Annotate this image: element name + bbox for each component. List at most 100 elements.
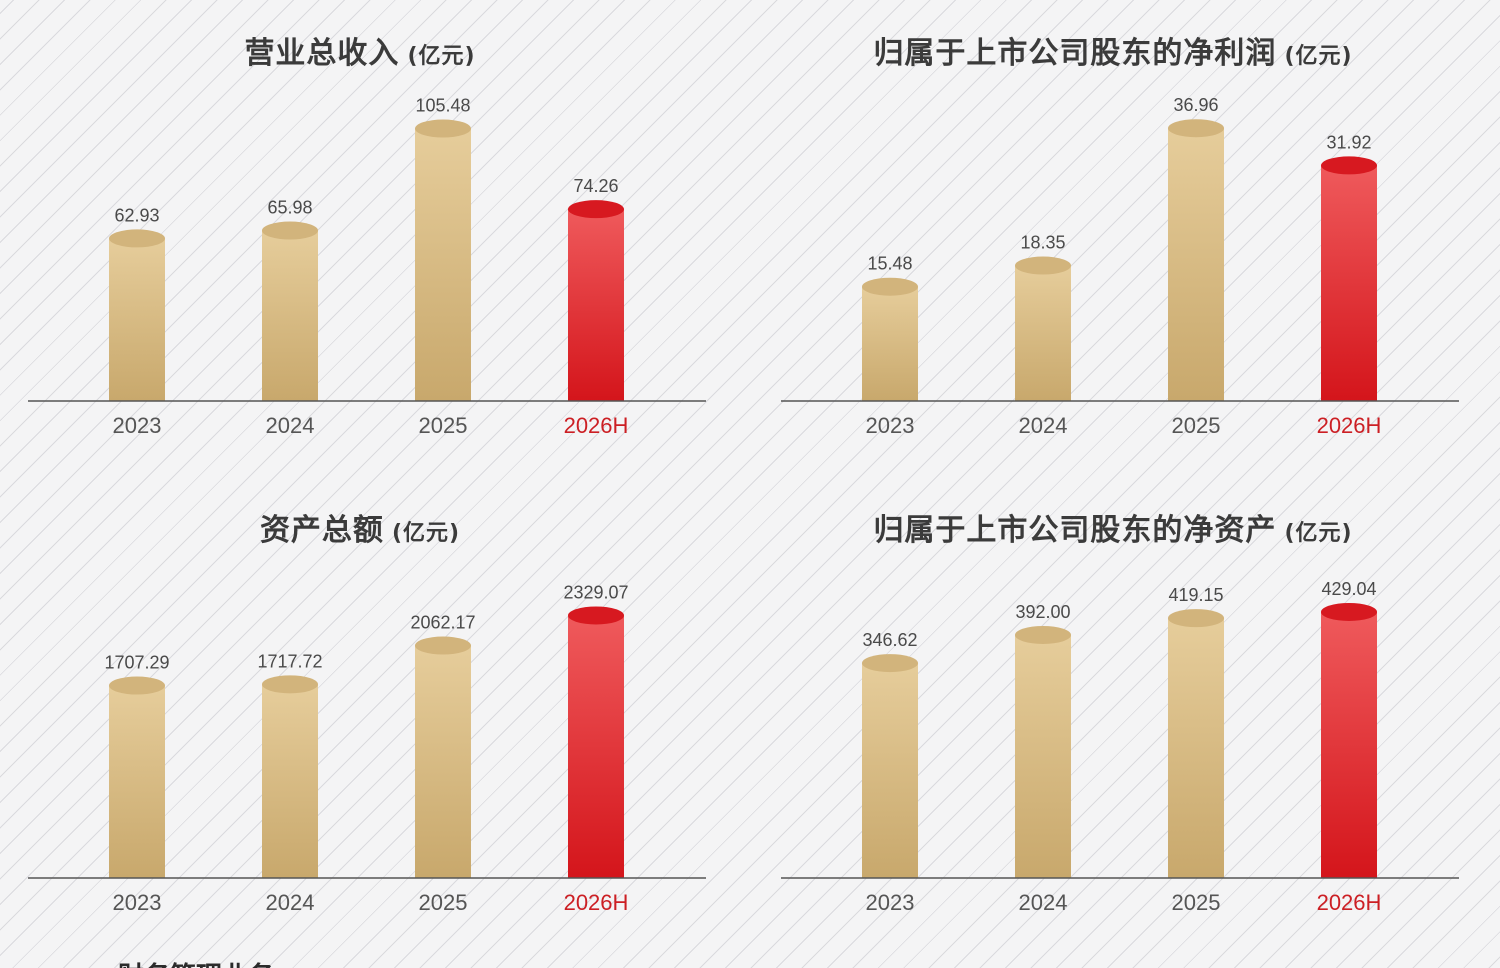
chart-title: 营业总收入 (亿元): [0, 28, 720, 72]
bar-body: [415, 645, 471, 878]
chart-panel-revenue: 营业总收入 (亿元) 62.93 2023 65.98 2024 105.48 2025 74…: [0, 0, 750, 484]
bar-cap: [415, 636, 471, 655]
bar-chart-svg: 15.48 2023 18.35 2024 36.96 2025 31.92 2026H: [781, 95, 1459, 438]
bar-body: [1015, 634, 1071, 878]
bar-cap: [109, 676, 165, 695]
chart-title-text: 归属于上市公司股东的净资产: [873, 513, 1277, 548]
data-label: 346.62: [862, 630, 917, 650]
chart-panel-total-assets: 资产总额 (亿元) 1707.29 2023 1717.72 2024 2062.17 20…: [0, 477, 750, 961]
data-label: 65.98: [267, 198, 312, 218]
x-tick-label: 2026H: [564, 413, 629, 438]
bar-2024: [262, 221, 318, 401]
data-label: 392.00: [1015, 602, 1070, 622]
bar-body: [1168, 128, 1224, 401]
chart-title: 资产总额 (亿元): [0, 505, 720, 549]
chart-title-text: 资产总额: [259, 513, 384, 548]
bar-2026H: [1321, 602, 1377, 878]
data-label: 1707.29: [104, 653, 169, 673]
bar-2025: [1168, 119, 1224, 401]
bar-body: [1321, 165, 1377, 401]
x-tick-label: 2026H: [1317, 890, 1382, 915]
chart-title-unit: (亿元): [1284, 521, 1353, 546]
bar-2023: [109, 676, 165, 878]
bar-2025: [1168, 609, 1224, 878]
chart-panel-net-assets: 归属于上市公司股东的净资产 (亿元) 346.62 2023 392.00 2024 41…: [753, 477, 1500, 961]
chart-title-text: 归属于上市公司股东的净利润: [873, 36, 1277, 71]
data-label: 74.26: [573, 176, 618, 196]
bar-2023: [862, 277, 918, 401]
x-tick-label: 2025: [1172, 413, 1221, 438]
data-label: 18.35: [1020, 233, 1065, 253]
bar-cap: [262, 675, 318, 694]
chart-title-text: 营业总收入: [244, 36, 400, 71]
bar-2024: [1015, 625, 1071, 878]
data-label: 419.15: [1168, 585, 1223, 605]
bar-cap: [262, 221, 318, 240]
x-tick-label: 2023: [866, 413, 915, 438]
data-label: 1717.72: [257, 651, 322, 671]
chart-title-unit: (亿元): [391, 521, 461, 546]
bar-body: [568, 615, 624, 878]
x-tick-label: 2023: [866, 890, 915, 915]
bar-cap: [1168, 609, 1224, 628]
data-label: 2329.07: [563, 582, 628, 602]
bar-2026H: [568, 606, 624, 878]
chart-title: 归属于上市公司股东的净资产 (亿元): [753, 505, 1473, 549]
x-tick-label: 2024: [1019, 890, 1068, 915]
chart-title-unit: (亿元): [1284, 44, 1353, 69]
bar-body: [262, 230, 318, 401]
chart-title-unit: (亿元): [407, 44, 476, 69]
data-label: 31.92: [1326, 132, 1371, 152]
chart-title: 归属于上市公司股东的净利润 (亿元): [753, 28, 1473, 72]
bar-cap: [568, 606, 624, 625]
bar-2025: [415, 119, 471, 401]
bar-body: [1321, 611, 1377, 878]
bar-body: [1015, 265, 1071, 401]
data-label: 2062.17: [410, 613, 475, 633]
bar-body: [262, 684, 318, 878]
bar-cap: [862, 277, 918, 296]
bar-body: [109, 685, 165, 878]
x-tick-label: 2025: [419, 413, 468, 438]
x-tick-label: 2024: [266, 890, 315, 915]
bar-chart-svg: 346.62 2023 392.00 2024 419.15 2025 429.04 2026…: [781, 579, 1459, 915]
bar-cap: [109, 229, 165, 248]
bar-body: [1168, 618, 1224, 878]
bar-2026H: [1321, 156, 1377, 401]
bar-body: [568, 209, 624, 401]
bar-cap: [1168, 119, 1224, 138]
bar-2026H: [568, 200, 624, 401]
bar-cap: [1321, 156, 1377, 175]
bar-cap: [415, 119, 471, 138]
data-label: 62.93: [114, 205, 159, 225]
section-heading-fragment: 财务管理业务: [118, 956, 274, 968]
bar-cap: [1015, 625, 1071, 644]
bar-cap: [862, 654, 918, 673]
bar-chart-svg: 1707.29 2023 1717.72 2024 2062.17 2025 2329.07…: [28, 582, 706, 915]
bar-body: [862, 663, 918, 878]
x-tick-label: 2023: [113, 890, 162, 915]
bar-2024: [262, 675, 318, 878]
bar-2023: [109, 229, 165, 401]
bar-2024: [1015, 256, 1071, 401]
bar-cap: [568, 200, 624, 219]
data-label: 15.48: [867, 254, 912, 274]
x-tick-label: 2026H: [1317, 413, 1382, 438]
data-label: 105.48: [415, 96, 470, 116]
x-tick-label: 2024: [1019, 413, 1068, 438]
bar-body: [415, 128, 471, 401]
x-tick-label: 2025: [419, 890, 468, 915]
bar-cap: [1321, 602, 1377, 621]
x-tick-label: 2023: [113, 413, 162, 438]
x-tick-label: 2025: [1172, 890, 1221, 915]
bar-body: [109, 238, 165, 401]
bar-2023: [862, 654, 918, 878]
bar-chart-svg: 62.93 2023 65.98 2024 105.48 2025 74.26 2026H: [28, 96, 706, 438]
bar-cap: [1015, 256, 1071, 275]
x-tick-label: 2026H: [564, 890, 629, 915]
x-tick-label: 2024: [266, 413, 315, 438]
bar-body: [862, 286, 918, 401]
chart-panel-net-profit: 归属于上市公司股东的净利润 (亿元) 15.48 2023 18.35 2024 36.9…: [753, 0, 1500, 484]
data-label: 36.96: [1173, 95, 1218, 115]
